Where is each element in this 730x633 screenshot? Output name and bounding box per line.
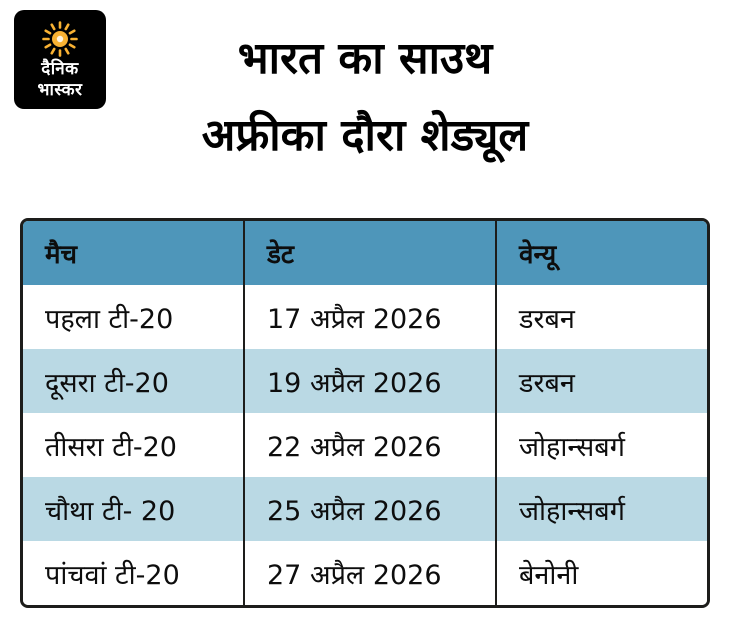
schedule-table: मैच डेट वेन्यू पहला टी-20 17 अप्रैल 2026 डरबन… xyxy=(20,218,710,608)
table-header-row: मैच डेट वेन्यू xyxy=(23,221,707,285)
table-cell: पांचवां टी-20 xyxy=(23,541,243,605)
table-cell: बेनोनी xyxy=(495,541,707,605)
table-cell: 25 अप्रैल 2026 xyxy=(243,477,495,541)
dainik-bhaskar-logo: दैनिक भास्कर xyxy=(14,10,106,109)
table-row: पांचवां टी-20 27 अप्रैल 2026 बेनोनी xyxy=(23,541,707,605)
table-cell: डरबन xyxy=(495,285,707,349)
logo-text-line2: भास्कर xyxy=(37,80,83,100)
table-cell: 17 अप्रैल 2026 xyxy=(243,285,495,349)
table-row: पहला टी-20 17 अप्रैल 2026 डरबन xyxy=(23,285,707,349)
table-cell: जोहान्सबर्ग xyxy=(495,413,707,477)
table-cell: तीसरा टी-20 xyxy=(23,413,243,477)
table-cell: पहला टी-20 xyxy=(23,285,243,349)
table-cell: 27 अप्रैल 2026 xyxy=(243,541,495,605)
table-cell: दूसरा टी-20 xyxy=(23,349,243,413)
column-header: वेन्यू xyxy=(495,221,707,285)
table-row: दूसरा टी-20 19 अप्रैल 2026 डरबन xyxy=(23,349,707,413)
column-header: मैच xyxy=(23,221,243,285)
page-title: भारत का साउथ अफ्रीका दौरा शेड्यूल xyxy=(0,0,730,174)
table-cell: चौथा टी- 20 xyxy=(23,477,243,541)
table-cell: जोहान्सबर्ग xyxy=(495,477,707,541)
table-row: चौथा टी- 20 25 अप्रैल 2026 जोहान्सबर्ग xyxy=(23,477,707,541)
table-cell: 22 अप्रैल 2026 xyxy=(243,413,495,477)
title-line-1: भारत का साउथ xyxy=(237,33,493,84)
sun-icon xyxy=(42,21,78,58)
table-row: तीसरा टी-20 22 अप्रैल 2026 जोहान्सबर्ग xyxy=(23,413,707,477)
column-header: डेट xyxy=(243,221,495,285)
infographic-page: दैनिक भास्कर भारत का साउथ अफ्रीका दौरा श… xyxy=(0,0,730,608)
logo-text-line1: दैनिक xyxy=(41,59,79,80)
table-cell: 19 अप्रैल 2026 xyxy=(243,349,495,413)
title-line-2: अफ्रीका दौरा शेड्यूल xyxy=(201,110,529,161)
table-cell: डरबन xyxy=(495,349,707,413)
